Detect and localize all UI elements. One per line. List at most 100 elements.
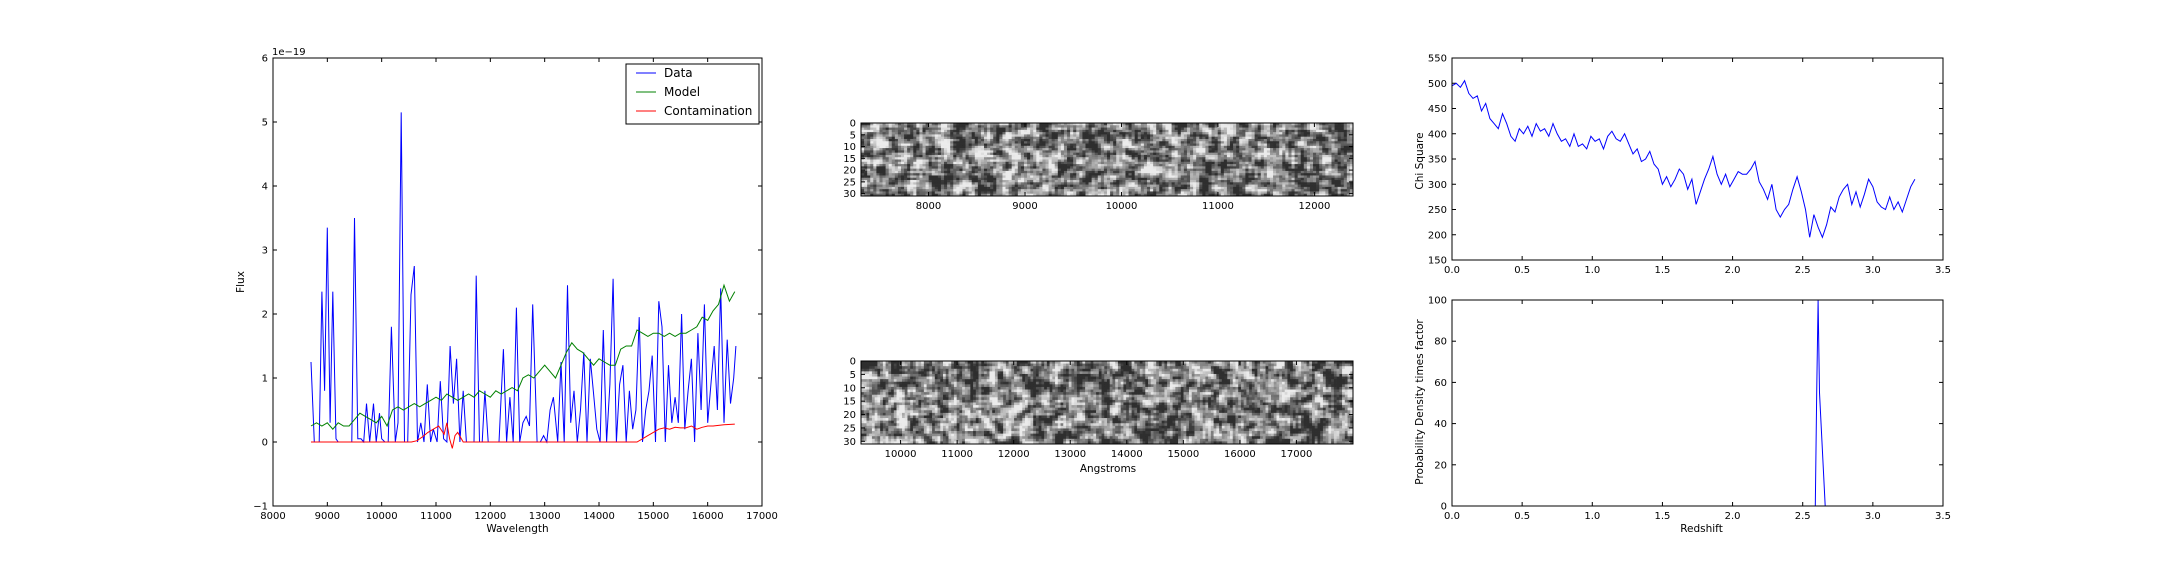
image-pixel: [919, 143, 923, 147]
image-pixel: [1070, 180, 1074, 183]
image-pixel: [1146, 173, 1151, 176]
image-pixel: [1033, 141, 1037, 144]
image-pixel: [1122, 189, 1126, 192]
image-pixel: [876, 175, 880, 179]
image-pixel: [1140, 125, 1145, 128]
image-pixel: [1313, 143, 1317, 147]
image-pixel: [1020, 134, 1025, 138]
image-pixel: [987, 143, 991, 147]
image-pixel: [867, 164, 871, 167]
image-pixel: [959, 152, 963, 156]
image-pixel: [1269, 152, 1274, 156]
image-pixel: [1097, 152, 1102, 156]
image-pixel: [1054, 186, 1059, 190]
image-pixel: [947, 177, 951, 181]
image-pixel: [996, 191, 1000, 195]
image-pixel: [1316, 152, 1320, 156]
image-pixel: [1100, 173, 1105, 176]
image-pixel: [1196, 136, 1200, 140]
image-pixel: [1325, 184, 1329, 188]
image-pixel: [1143, 136, 1148, 140]
image-pixel: [968, 136, 973, 140]
image-pixel: [1260, 177, 1265, 181]
image-pixel: [1156, 164, 1160, 167]
image-pixel: [1162, 145, 1166, 149]
image-pixel: [1030, 136, 1034, 140]
image-pixel: [944, 148, 948, 151]
image-pixel: [1300, 189, 1305, 192]
image-pixel: [876, 173, 880, 176]
image-pixel: [922, 129, 926, 133]
image-pixel: [1349, 152, 1354, 156]
image-pixel: [1236, 129, 1240, 133]
image-pixel: [900, 132, 905, 135]
image-pixel: [1030, 173, 1034, 176]
image-pixel: [1319, 168, 1323, 172]
image-pixel: [1223, 189, 1228, 192]
image-pixel: [904, 182, 908, 185]
image-pixel: [1202, 123, 1206, 126]
image-pixel: [1276, 150, 1280, 154]
image-pixel: [861, 123, 865, 126]
image-pixel: [1146, 180, 1151, 183]
image-pixel: [1110, 157, 1114, 160]
image-pixel: [1067, 127, 1071, 131]
image-pixel: [1039, 170, 1043, 174]
image-pixel: [1020, 159, 1025, 163]
image-pixel: [1140, 157, 1145, 160]
image-pixel: [931, 145, 936, 149]
image-pixel: [891, 148, 896, 151]
image-pixel: [1156, 143, 1160, 147]
image-pixel: [1202, 170, 1206, 174]
image-pixel: [1322, 150, 1326, 154]
image-pixel: [1306, 138, 1311, 142]
image-pixel: [1202, 161, 1206, 165]
image-pixel: [1343, 170, 1348, 174]
image-pixel: [1045, 152, 1049, 156]
image-pixel: [1140, 175, 1145, 179]
image-pixel: [1177, 168, 1182, 172]
image-pixel: [1128, 141, 1132, 144]
image-pixel: [873, 136, 877, 140]
image-pixel: [934, 182, 939, 185]
image-pixel: [1316, 177, 1320, 181]
image-pixel: [1177, 189, 1182, 192]
image-pixel: [1073, 186, 1077, 190]
image-pixel: [1186, 180, 1191, 183]
image-pixel: [1186, 141, 1191, 144]
image-pixel: [1171, 173, 1176, 176]
image-pixel: [864, 134, 868, 138]
image-pixel: [1346, 136, 1351, 140]
image-pixel: [1309, 159, 1314, 163]
image-pixel: [1297, 141, 1302, 144]
image-pixel: [1306, 184, 1311, 188]
image-pixel: [962, 168, 966, 172]
image-pixel: [1343, 123, 1348, 126]
image-pixel: [1146, 186, 1151, 190]
image-pixel: [925, 182, 930, 185]
image-pixel: [1316, 123, 1320, 126]
image-pixel: [1223, 184, 1228, 188]
image-pixel: [1319, 136, 1323, 140]
image-pixel: [1174, 157, 1179, 160]
image-pixel: [1183, 182, 1188, 185]
image-pixel: [1334, 189, 1338, 192]
image-pixel: [1266, 138, 1271, 142]
image-pixel: [1140, 170, 1145, 174]
image-pixel: [974, 159, 979, 163]
image-pixel: [885, 170, 890, 174]
image-pixel: [940, 157, 945, 160]
image-pixel: [1273, 148, 1277, 151]
image-pixel: [861, 143, 865, 147]
image-pixel: [1094, 164, 1099, 167]
image-pixel: [1174, 173, 1179, 176]
image-pixel: [999, 129, 1003, 133]
image-pixel: [1023, 186, 1028, 190]
image-pixel: [950, 141, 954, 144]
image-pixel: [990, 186, 994, 190]
image-pixel: [953, 127, 957, 131]
image-pixel: [907, 154, 911, 158]
image-pixel: [1171, 186, 1176, 190]
image-pixel: [1119, 136, 1123, 140]
image-pixel: [867, 129, 871, 133]
